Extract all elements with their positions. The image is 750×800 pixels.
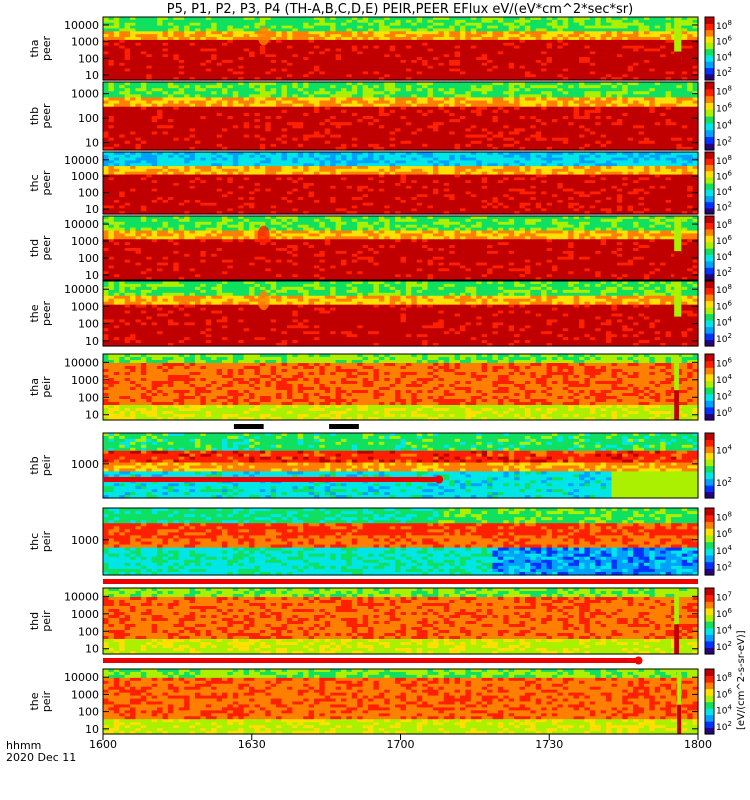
- colorbar-tick-label: 102: [716, 136, 732, 149]
- spectrogram-cells: [103, 152, 699, 215]
- colorbar-tick-label: 104: [716, 50, 732, 63]
- y-tick-label: 1000: [71, 36, 99, 49]
- event-blob: [258, 26, 270, 45]
- event-column-core: [674, 52, 681, 80]
- colorbar: 102 104 106 108: [705, 17, 732, 81]
- colorbar-tick-label: 108: [716, 85, 732, 98]
- y-tick-label: 100: [78, 52, 99, 65]
- y-tick-label: 10: [85, 137, 99, 150]
- y-tick-label: 10000: [64, 19, 99, 32]
- colorbar-tick-label: 104: [716, 119, 732, 132]
- colorbar-tick-label: 106: [716, 102, 732, 115]
- figure-title: P5, P1, P2, P3, P4 (TH-A,B,C,D,E) PEIR,P…: [167, 2, 633, 17]
- colorbar-tick-label: 106: [716, 35, 732, 48]
- panels-group: 10100100010000tha peer1021041061081010010…: [28, 17, 732, 736]
- event-column: [674, 17, 681, 52]
- y-tick-label: 100: [78, 112, 99, 125]
- panel-label: peer: [40, 103, 53, 129]
- spectrogram-cells: [103, 17, 699, 81]
- panel-tha-peer: 10100100010000tha peer102104106108: [28, 17, 732, 82]
- spectrogram-cells: [103, 82, 699, 151]
- panel-thb-peer: 101001000thb peer102104106108: [28, 82, 732, 151]
- colorbar: 102 104 106 108: [705, 82, 732, 151]
- colorbar-tick-label: 108: [716, 19, 732, 32]
- y-tick-label: 1000: [71, 88, 99, 101]
- panel-thc-peer: 10100100010000thc peer102104106108: [28, 152, 732, 216]
- panel-label: peer: [40, 36, 53, 62]
- colorbar-tick-label: 102: [716, 66, 732, 79]
- y-tick-label: 10: [85, 69, 99, 82]
